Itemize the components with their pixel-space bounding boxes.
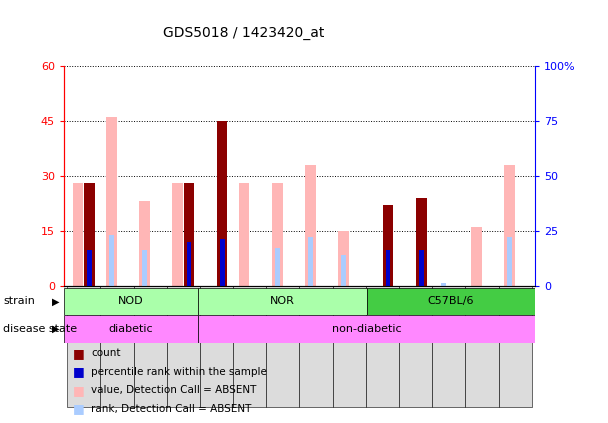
Text: NOD: NOD [119,297,144,306]
Bar [499,286,532,407]
Bar [419,250,424,286]
Bar [184,183,194,286]
Bar [139,201,150,286]
Bar [67,286,100,407]
Bar [272,183,283,286]
Bar [432,286,465,407]
Text: ■: ■ [73,347,85,360]
Bar [198,315,535,343]
Bar [399,286,432,407]
Bar [134,286,167,407]
Bar [465,286,499,407]
Bar [507,237,512,286]
Bar [385,250,390,286]
Bar [239,183,249,286]
Text: GDS5018 / 1423420_at: GDS5018 / 1423420_at [162,26,324,40]
Text: NOR: NOR [270,297,295,306]
Bar [64,315,198,343]
Text: count: count [91,348,121,358]
Bar [266,286,299,407]
Bar [471,227,482,286]
Bar [87,250,92,286]
Bar [441,283,446,286]
Bar [366,286,399,407]
Bar [416,198,427,286]
Bar [217,121,227,286]
Text: ▶: ▶ [52,297,60,306]
Text: percentile rank within the sample: percentile rank within the sample [91,367,267,377]
Bar [233,286,266,407]
Bar [172,183,183,286]
Text: value, Detection Call = ABSENT: value, Detection Call = ABSENT [91,385,257,396]
Bar [109,235,114,286]
Bar [187,242,192,286]
Text: diabetic: diabetic [109,324,153,334]
Bar [367,288,535,315]
Text: C57BL/6: C57BL/6 [427,297,474,306]
Bar [382,205,393,286]
Bar [305,165,316,286]
Bar [84,183,95,286]
Text: ▶: ▶ [52,324,60,334]
Bar [106,117,117,286]
Text: ■: ■ [73,365,85,378]
Bar [275,248,280,286]
Text: disease state: disease state [3,324,77,334]
Bar [100,286,134,407]
Bar [308,237,313,286]
Text: rank, Detection Call = ABSENT: rank, Detection Call = ABSENT [91,404,252,414]
Bar [142,250,147,286]
Bar [64,288,198,315]
Bar [341,255,346,286]
Bar [167,286,200,407]
Text: ■: ■ [73,403,85,415]
Bar [299,286,333,407]
Bar [219,239,224,286]
Bar [73,183,83,286]
Bar [200,286,233,407]
Bar [198,288,367,315]
Bar [333,286,366,407]
Bar [504,165,515,286]
Text: ■: ■ [73,384,85,397]
Text: non-diabetic: non-diabetic [332,324,401,334]
Text: strain: strain [3,297,35,306]
Bar [338,231,349,286]
